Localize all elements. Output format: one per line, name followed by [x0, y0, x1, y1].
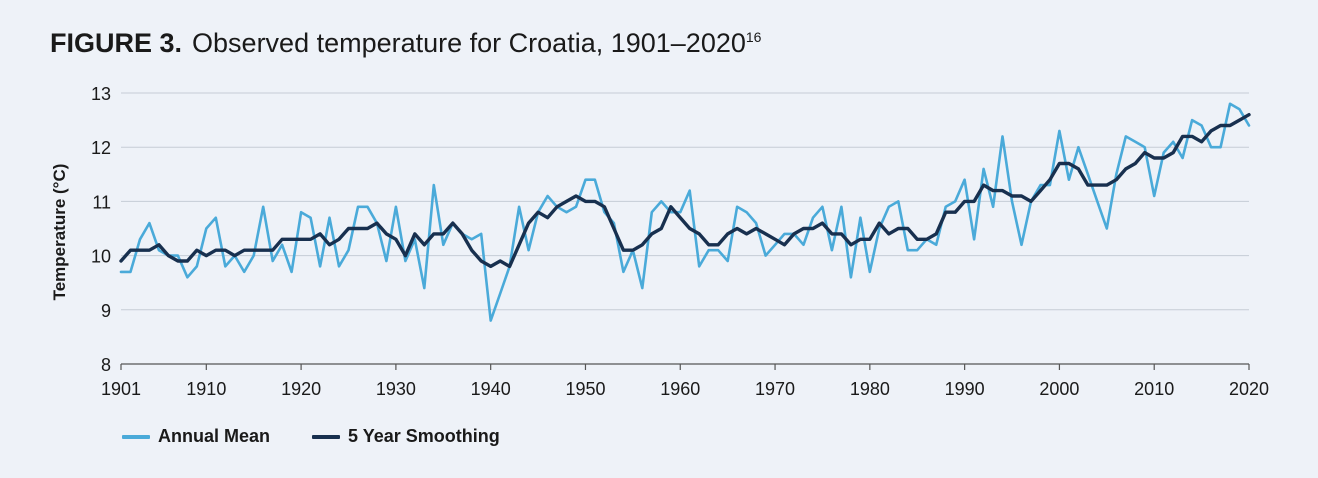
x-tick-label-2010: 2010 — [1134, 379, 1174, 399]
legend-item-annual-mean: Annual Mean — [122, 426, 270, 447]
y-axis: 8 9 10 11 12 13 — [91, 84, 111, 375]
figure-footnote: 16 — [745, 29, 762, 45]
x-tick-label-1930: 1930 — [376, 379, 416, 399]
y-axis-title: Temperature (°C) — [50, 163, 69, 301]
y-tick-label-9: 9 — [101, 301, 111, 321]
series-lines — [119, 102, 1251, 322]
x-tick-label-1940: 1940 — [471, 379, 511, 399]
legend: Annual Mean 5 Year Smoothing — [122, 426, 500, 447]
legend-swatch-annual-mean — [122, 434, 150, 439]
legend-label-5-year-smoothing: 5 Year Smoothing — [348, 426, 500, 446]
y-tick-label-8: 8 — [101, 355, 111, 375]
x-tick-label-1920: 1920 — [281, 379, 321, 399]
y-tick-label-13: 13 — [91, 84, 111, 104]
y-tick-label-11: 11 — [92, 192, 111, 212]
x-tick-label-1960: 1960 — [660, 379, 700, 399]
x-tick-label-1901: 1901 — [101, 379, 141, 399]
x-tick-label-1950: 1950 — [565, 379, 605, 399]
x-tick-label-1980: 1980 — [850, 379, 890, 399]
figure-title: FIGURE 3. Observed temperature for Croati… — [50, 28, 761, 59]
series-line-5-year-smoothing — [119, 112, 1251, 269]
legend-label-annual-mean: Annual Mean — [158, 426, 271, 446]
figure-label: FIGURE 3. — [50, 28, 183, 58]
x-tick-label-1910: 1910 — [186, 379, 226, 399]
x-tick-label-2020: 2020 — [1229, 379, 1269, 399]
x-axis: 1901 1910 1920 1930 1940 1950 1960 1970 1980 1990… — [101, 363, 1269, 399]
y-tick-label-12: 12 — [91, 138, 111, 158]
legend-item-5-year-smoothing: 5 Year Smoothing — [312, 426, 500, 447]
figure-title-text: Observed temperature for Croatia, 1901–2… — [192, 28, 746, 58]
series-line-annual-mean — [119, 102, 1251, 322]
y-tick-label-10: 10 — [91, 247, 111, 267]
legend-swatch-5-year-smoothing — [312, 434, 341, 439]
gridlines — [121, 92, 1249, 365]
x-tick-label-2000: 2000 — [1039, 379, 1079, 399]
x-tick-label-1990: 1990 — [945, 379, 985, 399]
x-tick-label-1970: 1970 — [755, 379, 795, 399]
